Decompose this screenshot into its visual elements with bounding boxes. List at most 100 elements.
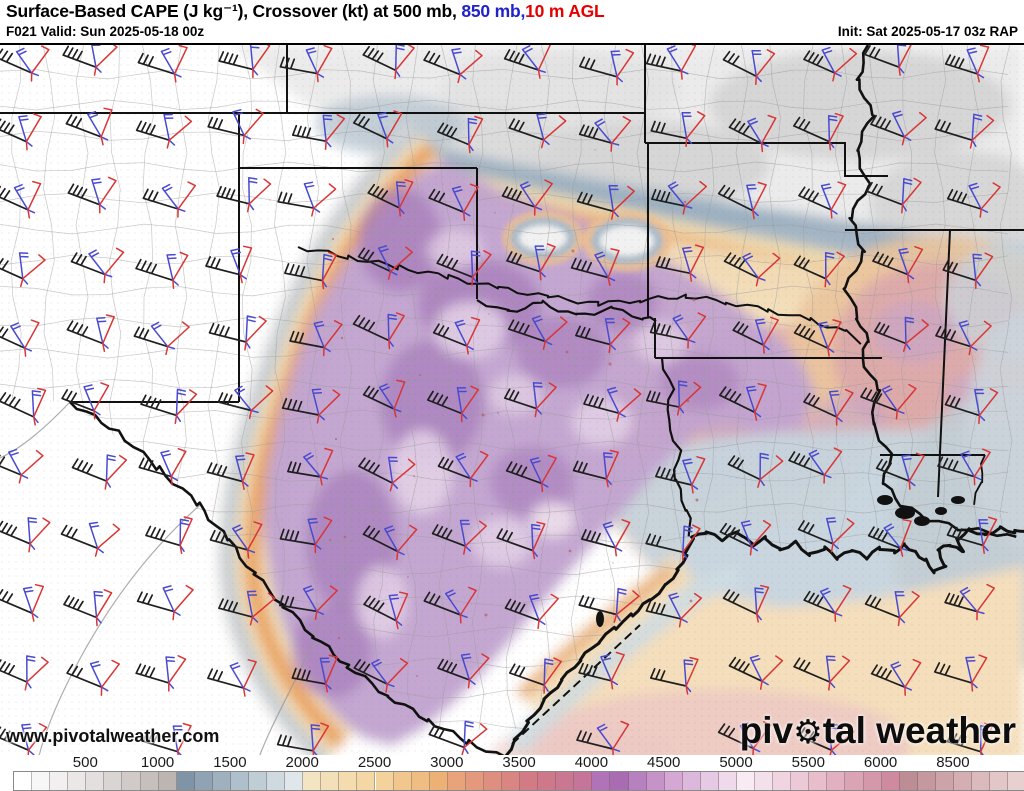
colorbar-cell <box>809 772 828 790</box>
wind-barb-station <box>218 590 276 626</box>
wind-barb-station <box>576 184 635 220</box>
colorbar-cell <box>158 772 177 790</box>
border-mo-ar <box>645 142 888 177</box>
wind-barb-station <box>0 722 48 755</box>
wind-barb-station <box>145 516 193 555</box>
wind-barb-station <box>0 448 44 484</box>
wind-barb-station <box>289 320 343 357</box>
wind-barb-station <box>873 316 930 352</box>
wind-barb-station <box>357 245 413 280</box>
colorbar-cell <box>881 772 900 790</box>
colorbar-gradient <box>13 771 1024 791</box>
wind-barb-station <box>137 45 188 83</box>
pearl-river <box>973 454 986 505</box>
colorbar-tick-label: 3500 <box>502 754 536 771</box>
wind-barb-station <box>437 450 489 488</box>
pivotal-weather-logo: piv⚙tal weather <box>740 710 1016 752</box>
wind-barb-station <box>723 252 781 287</box>
wind-barb-station <box>946 516 998 555</box>
wind-barb-station <box>798 181 847 219</box>
wind-barb-station <box>362 379 406 418</box>
wind-barb-station <box>570 248 620 287</box>
wind-barb-station <box>437 653 490 689</box>
colorbar-tick-label: 500 <box>72 754 98 771</box>
colorbar-tick-labels: 500 1000 1500 2000 2500 3000 3500 4000 4500 5000 5… <box>0 754 1024 771</box>
wind-barb-station <box>67 176 117 214</box>
wind-barb-station <box>352 110 403 148</box>
wind-barb-station <box>279 45 333 83</box>
wind-barb-station <box>142 181 197 218</box>
wind-barb-station <box>423 586 477 624</box>
wind-barb-station <box>136 584 194 621</box>
wind-barb-station <box>61 382 110 420</box>
wind-barb-station <box>803 388 854 426</box>
colorbar-cell <box>104 772 123 790</box>
map-svg <box>0 45 1024 755</box>
colorbar-cell <box>574 772 593 790</box>
wind-barb-station <box>71 454 128 490</box>
colorbar-cell <box>827 772 846 790</box>
wind-barb-station <box>431 519 487 555</box>
sabine-river <box>660 357 692 537</box>
wind-barb-station <box>506 243 556 281</box>
wind-barb-station <box>866 177 922 214</box>
colorbar-tick-label: 8500 <box>936 754 970 771</box>
wind-barb-station <box>718 383 767 421</box>
wind-barb-station <box>0 583 45 622</box>
wind-barb-station <box>645 380 702 416</box>
colorbar-cell <box>375 772 394 790</box>
forecast-valid-time: F021 Valid: Sun 2025-05-18 00z <box>6 24 205 39</box>
wind-barb-station <box>138 447 187 486</box>
wind-barb-station <box>727 452 784 488</box>
wind-barb-station <box>942 252 994 290</box>
colorbar-cell <box>285 772 304 790</box>
wind-barb-station <box>0 319 40 357</box>
colorbar-cell <box>899 772 918 790</box>
wind-barb-station <box>135 655 187 692</box>
colorbar-cell <box>465 772 484 790</box>
wind-barb-station <box>788 447 843 484</box>
wind-barb-station <box>583 386 642 422</box>
colorbar-cell <box>267 772 286 790</box>
colorbar-tick-label: 2000 <box>285 754 319 771</box>
wind-barb-station <box>432 316 481 355</box>
colorbar-cell <box>122 772 141 790</box>
wind-barb-station <box>0 517 51 553</box>
wind-barb-station <box>793 112 844 151</box>
wind-barb-station <box>864 591 920 627</box>
wind-barb-station <box>0 113 42 151</box>
wind-barb-station <box>719 520 772 556</box>
wind-barb-station <box>218 45 271 79</box>
wind-barb-station <box>133 321 190 356</box>
colorbar-cell <box>393 772 412 790</box>
colorbar-cell <box>845 772 864 790</box>
weather-map: www.pivotalweather.com piv⚙tal weather <box>0 45 1024 755</box>
wind-barb-station <box>576 720 630 755</box>
wind-barb-station <box>645 45 697 80</box>
wind-barb-station <box>279 516 333 554</box>
wind-barb-station <box>870 110 927 146</box>
wind-barb-station <box>793 655 851 691</box>
wind-barb-station <box>207 659 257 697</box>
wind-barb-station <box>803 46 858 82</box>
wind-barb-station <box>353 657 409 693</box>
wind-barb-station <box>793 319 842 357</box>
wind-barb-station <box>870 658 922 696</box>
title-10m-agl: 10 m AGL <box>525 1 605 21</box>
colorbar-cell <box>700 772 719 790</box>
wind-barb-station <box>507 315 568 350</box>
wind-barb-station <box>362 45 415 80</box>
wind-barb-station <box>278 585 338 620</box>
colorbar-cell <box>483 772 502 790</box>
colorbar-cell <box>971 772 991 790</box>
colorbar-cell <box>718 772 737 790</box>
colorbar-cell <box>520 772 539 790</box>
wind-barb-station <box>358 456 416 492</box>
colorbar-tick-label: 4500 <box>647 754 681 771</box>
colorbar-cell <box>664 772 683 790</box>
wind-barb-station <box>655 244 705 282</box>
wind-barb-station <box>291 654 338 693</box>
wind-barb-station <box>578 116 632 152</box>
wind-barb-station <box>722 49 776 86</box>
wind-barb-station <box>797 517 855 553</box>
